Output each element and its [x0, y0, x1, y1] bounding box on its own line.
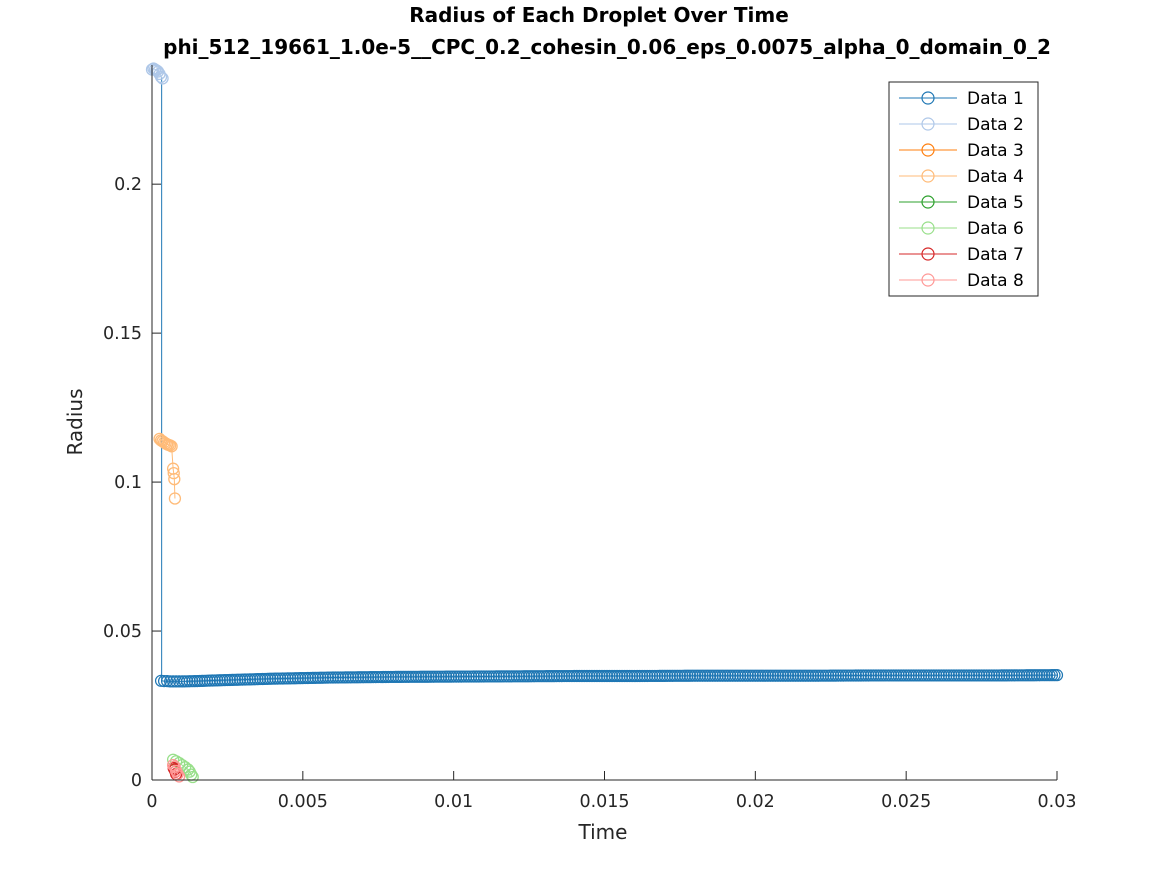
- x-tick-label: 0.025: [881, 792, 931, 812]
- chart-subtitle: phi_512_19661_1.0e-5__CPC_0.2_cohesin_0.…: [163, 35, 1051, 59]
- series-8-point: [172, 770, 186, 783]
- y-tick-label: 0.15: [103, 324, 142, 344]
- series-2: [145, 62, 169, 85]
- legend-marker: [921, 273, 935, 287]
- legend-entry-4: Data 4: [899, 167, 1024, 187]
- x-tick-label: 0.01: [434, 792, 473, 812]
- legend-label: Data 6: [967, 219, 1024, 239]
- y-tick-label: 0.2: [114, 175, 142, 195]
- series-1-point: [157, 674, 171, 688]
- legend-marker: [921, 91, 935, 105]
- series-2-point: [156, 72, 169, 85]
- legend-label: Data 5: [967, 193, 1024, 213]
- y-tick-label: 0.05: [103, 622, 142, 642]
- x-tick-label: 0.015: [579, 792, 629, 812]
- plot-area: [145, 62, 1064, 784]
- legend-entry-6: Data 6: [899, 219, 1024, 239]
- legend-marker: [921, 143, 935, 157]
- series-6-point: [186, 770, 199, 784]
- y-axis-label: Radius: [63, 388, 87, 455]
- x-axis-label: Time: [578, 820, 628, 844]
- legend-label: Data 7: [967, 245, 1024, 265]
- legend-label: Data 8: [967, 271, 1024, 291]
- legend-label: Data 4: [967, 167, 1024, 187]
- y-tick-label: 0.1: [114, 473, 142, 493]
- axes: 0 0.005 0.01 0.015 0.02 0.025 0.03 0 0.05 0.1 0.15…: [103, 65, 1076, 812]
- series-4-point: [168, 492, 182, 505]
- chart-title: Radius of Each Droplet Over Time: [409, 3, 789, 27]
- legend-entry-8: Data 8: [899, 271, 1024, 291]
- series-4-point: [168, 472, 181, 486]
- x-tick-label: 0.03: [1038, 792, 1077, 812]
- series-2-point: [148, 63, 162, 76]
- series-8: [166, 758, 186, 783]
- legend-marker: [921, 195, 935, 209]
- series-4-point: [167, 466, 180, 480]
- series-1: [154, 76, 1064, 688]
- series-1-point: [1050, 669, 1064, 682]
- legend-marker: [921, 247, 935, 261]
- legend-entry-5: Data 5: [899, 193, 1024, 213]
- legend: Data 1 Data 2 Data 3 Data 4 Data 5 Data 6 Data…: [888, 81, 1039, 297]
- legend-label: Data 3: [967, 141, 1024, 161]
- legend-label: Data 1: [967, 89, 1024, 109]
- series-4: [153, 432, 182, 505]
- legend-entry-1: Data 1: [899, 89, 1024, 109]
- legend-marker: [921, 169, 935, 183]
- x-tick-label: 0.005: [278, 792, 328, 812]
- legend-box: [888, 81, 1039, 297]
- y-tick-label: 0: [131, 771, 142, 791]
- legend-entry-2: Data 2: [899, 115, 1024, 135]
- x-tick-label: 0.02: [736, 792, 775, 812]
- legend-entry-3: Data 3: [899, 141, 1024, 161]
- legend-label: Data 2: [967, 115, 1024, 135]
- series-2-point: [154, 70, 168, 84]
- legend-entry-7: Data 7: [899, 245, 1024, 265]
- series-4-point: [163, 439, 177, 452]
- legend-marker: [921, 117, 935, 131]
- series-4-point: [165, 440, 178, 453]
- legend-marker: [921, 221, 935, 235]
- series-1-point: [164, 675, 177, 688]
- x-tick-label: 0: [146, 792, 157, 812]
- series-2-point: [150, 64, 163, 77]
